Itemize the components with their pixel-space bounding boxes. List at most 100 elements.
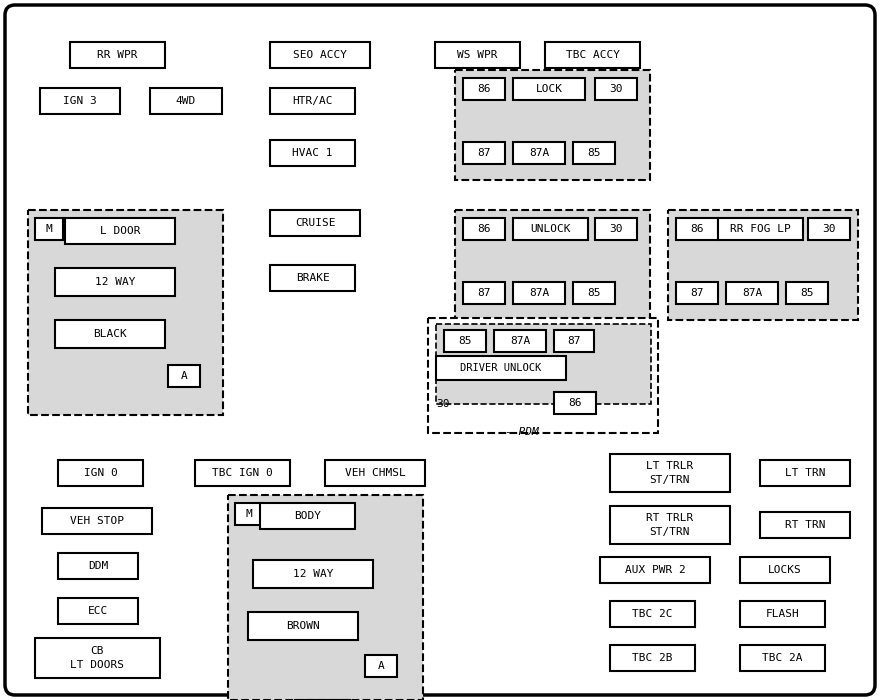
Text: 85: 85 [800,288,814,298]
Text: 12 WAY: 12 WAY [95,277,136,287]
Text: TBC ACCY: TBC ACCY [566,50,620,60]
Bar [760,460,850,486]
Bar [573,282,615,304]
Text: VEH CHMSL: VEH CHMSL [345,468,406,478]
Text: IGN 3: IGN 3 [63,96,97,106]
Text: BRAKE: BRAKE [296,273,329,283]
Bar [718,218,803,240]
Bar [513,78,585,100]
Bar [808,218,850,240]
Bar [70,42,165,68]
Text: CRUISE: CRUISE [295,218,335,228]
Text: HTR/AC: HTR/AC [292,96,333,106]
Text: AUX PWR 2: AUX PWR 2 [625,565,686,575]
Bar [270,88,355,114]
Text: 87A: 87A [510,336,530,346]
Text: 87A: 87A [529,148,549,158]
Bar [253,560,373,588]
Text: BLACK: BLACK [93,329,127,339]
Bar [150,88,222,114]
Bar [554,330,594,352]
Bar [58,460,143,486]
Text: 87: 87 [690,288,704,298]
Bar [42,508,152,534]
Text: 86: 86 [477,224,491,234]
Text: A: A [378,661,385,671]
Text: 86: 86 [477,84,491,94]
Text: TBC 2C: TBC 2C [632,609,672,619]
Text: - PDM -: - PDM - [505,427,552,437]
Text: CB
LT DOORS: CB LT DOORS [70,646,124,670]
Text: 30: 30 [609,224,623,234]
Bar [463,282,505,304]
Bar [270,140,355,166]
Text: TBC 2A: TBC 2A [762,653,803,663]
Bar [365,655,397,677]
Bar [740,601,825,627]
Text: 87A: 87A [742,288,762,298]
Bar [554,392,596,414]
Bar [676,282,718,304]
Text: 87: 87 [568,336,581,346]
Bar [436,324,651,404]
Bar [455,70,650,180]
Bar [494,330,546,352]
Text: M: M [246,509,253,519]
Text: 4WD: 4WD [176,96,196,106]
Text: 85: 85 [587,148,601,158]
Bar [260,503,355,529]
Text: BODY: BODY [294,511,321,521]
Bar [270,42,370,68]
Text: UNLOCK: UNLOCK [531,224,571,234]
Bar [463,142,505,164]
Bar [28,210,223,415]
Bar [676,218,718,240]
Bar [58,553,138,579]
Text: LOCKS: LOCKS [768,565,802,575]
Text: FLASH: FLASH [766,609,799,619]
Bar [573,142,615,164]
Text: RR WPR: RR WPR [98,50,138,60]
Bar [610,645,695,671]
Bar [513,282,565,304]
Bar [325,460,425,486]
Bar [595,218,637,240]
Bar [740,645,825,671]
Bar [248,612,358,640]
Bar [463,218,505,240]
Bar [444,330,486,352]
Text: DDM: DDM [88,561,108,571]
Text: 12 WAY: 12 WAY [293,569,334,579]
Text: IGN 0: IGN 0 [84,468,117,478]
Bar [40,88,120,114]
Bar [786,282,828,304]
Bar [740,557,830,583]
Text: RT TRN: RT TRN [785,520,825,530]
Bar [595,78,637,100]
Text: 85: 85 [587,288,601,298]
Bar [35,638,160,678]
Bar [65,218,175,244]
Text: 87A: 87A [529,288,549,298]
Text: RT TRLR
ST/TRN: RT TRLR ST/TRN [647,513,693,537]
Text: SEO ACCY: SEO ACCY [293,50,347,60]
Bar [168,365,200,387]
Bar [55,268,175,296]
Bar [545,42,640,68]
Bar [270,265,355,291]
FancyBboxPatch shape [5,5,875,695]
Bar [55,320,165,348]
Bar [513,218,588,240]
Bar [610,506,730,544]
Bar [35,218,63,240]
Bar [760,512,850,538]
Text: TBC 2B: TBC 2B [632,653,672,663]
Bar [436,356,566,380]
Text: M: M [46,224,53,234]
Text: TBC IGN 0: TBC IGN 0 [212,468,273,478]
Text: 86: 86 [690,224,704,234]
Text: WS WPR: WS WPR [458,50,498,60]
Text: 30: 30 [609,84,623,94]
Text: 85: 85 [458,336,472,346]
Text: 30: 30 [822,224,836,234]
